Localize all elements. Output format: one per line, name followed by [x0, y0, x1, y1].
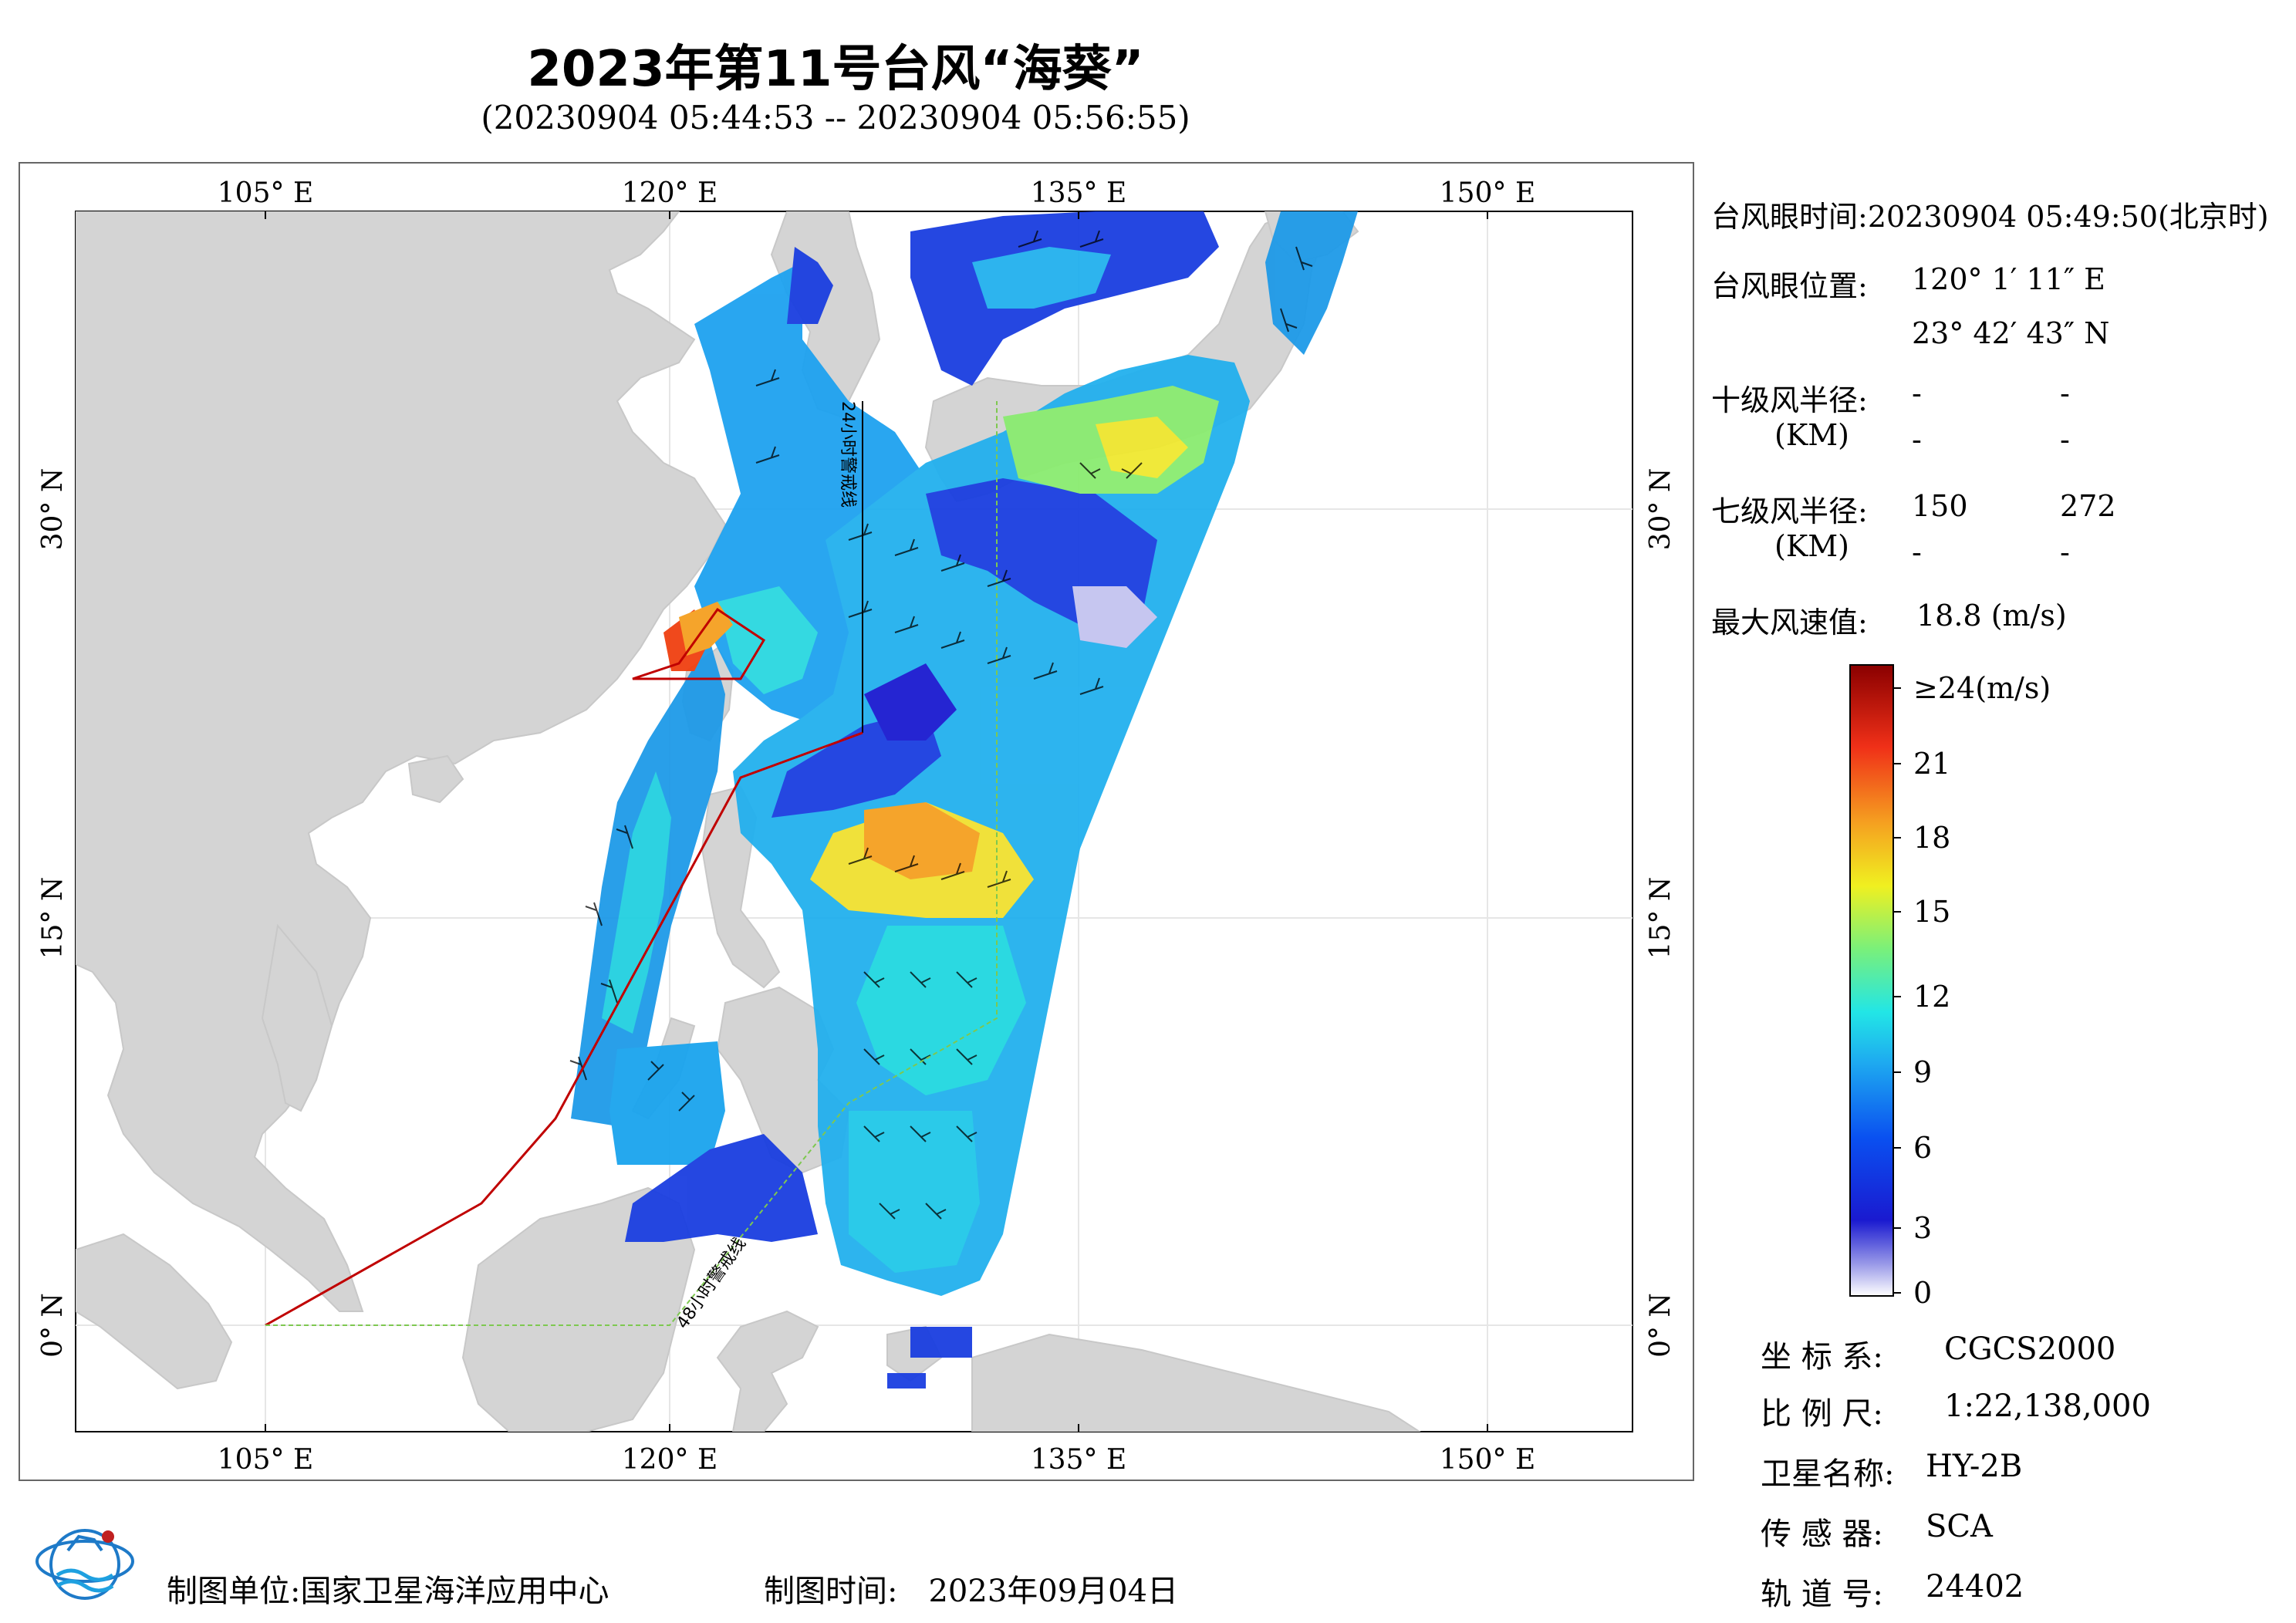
- producer-value: 国家卫星海洋应用中心: [300, 1574, 609, 1609]
- r7-value: 272: [2060, 489, 2116, 523]
- eye-position-label: 台风眼位置:: [1711, 269, 1868, 303]
- crs-label: 坐 标 系:: [1761, 1339, 1883, 1375]
- lat-label-left: 15° N: [37, 877, 69, 960]
- sensor-value: SCA: [1926, 1509, 1993, 1544]
- nsoas-logo-icon: [35, 1529, 134, 1600]
- colorbar-ticks: [1893, 687, 1901, 1294]
- scale-value: 1:22,138,000: [1944, 1388, 2151, 1424]
- colorbar-tick: 0: [1913, 1276, 1933, 1310]
- sensor-label: 传 感 器:: [1761, 1517, 1883, 1552]
- lat-label-right: 15° N: [1645, 877, 1676, 960]
- r10-value: -: [1912, 376, 1922, 410]
- colorbar-tick: 3: [1913, 1211, 1933, 1245]
- map-frame: [19, 162, 1694, 1481]
- lat-label-right: 30° N: [1645, 468, 1676, 551]
- lon-label-bottom: 135° E: [1031, 1444, 1126, 1476]
- warning-48h-line: [265, 401, 998, 1326]
- axis-ticks: [265, 211, 1488, 1432]
- eye-time-label: 台风眼时间:: [1711, 200, 1868, 234]
- colorbar-tick: 21: [1913, 747, 1951, 781]
- r10-value: -: [1912, 423, 1922, 457]
- production-time-value: 2023年09月04日: [928, 1574, 1179, 1609]
- lon-label-bottom: 120° E: [622, 1444, 718, 1476]
- lon-label-top: 120° E: [622, 177, 718, 209]
- wind-barbs: [569, 230, 1313, 1220]
- r10-unit: (KM): [1774, 418, 1849, 452]
- lat-label-left: 0° N: [37, 1293, 69, 1358]
- satellite-value: HY-2B: [1926, 1449, 2023, 1484]
- colorbar-tick: 6: [1913, 1131, 1933, 1165]
- orbit-value: 24402: [1926, 1569, 2024, 1604]
- production-time-label: 制图时间:: [764, 1574, 898, 1609]
- satellite-label: 卫星名称:: [1761, 1456, 1895, 1492]
- r10-label: 十级风半径:: [1711, 383, 1868, 417]
- colorbar-tick: 9: [1913, 1055, 1933, 1089]
- wind-swath: [571, 211, 1358, 1388]
- r7-label: 七级风半径:: [1711, 494, 1868, 528]
- r7-value: 150: [1912, 489, 1968, 523]
- r7-unit: (KM): [1774, 529, 1849, 563]
- producer: 制图单位:国家卫星海洋应用中心: [167, 1566, 609, 1611]
- crs-value: CGCS2000: [1944, 1331, 2116, 1367]
- eye-time-value: 20230904 05:49:50(北京时): [1867, 200, 2269, 234]
- warning-lines: [265, 401, 998, 1327]
- lon-label-top: 150° E: [1440, 177, 1535, 209]
- orbit-label: 轨 道 号:: [1761, 1577, 1883, 1612]
- eye-time: 台风眼时间:20230904 05:49:50(北京时): [1711, 193, 2269, 235]
- r7-value: -: [2060, 535, 2070, 569]
- warning-24h-label: 24小时警戒线: [838, 401, 857, 508]
- r7-value: -: [1912, 535, 1922, 569]
- production-time: 制图时间: 2023年09月04日: [764, 1566, 1178, 1611]
- typhoon-wind-circle: [632, 607, 766, 680]
- lat-label-right: 0° N: [1645, 1293, 1676, 1358]
- eye-lon: 120° 1′ 11″ E: [1912, 262, 2105, 296]
- max-wind-label: 最大风速值:: [1711, 606, 1868, 639]
- r10-value: -: [2060, 423, 2070, 457]
- colorbar-tick: ≥24(m/s): [1913, 671, 2051, 705]
- lon-label-bottom: 105° E: [218, 1444, 313, 1476]
- max-wind-value: 18.8 (m/s): [1916, 599, 2067, 633]
- warning-24h-line: [265, 731, 863, 1327]
- map-title: 2023年第11号台风“海葵”: [527, 41, 1144, 98]
- scale-label: 比 例 尺:: [1761, 1396, 1883, 1432]
- eye-lat: 23° 42′ 43″ N: [1912, 316, 2110, 350]
- lon-label-top: 105° E: [218, 177, 313, 209]
- map-subtitle: (20230904 05:44:53 -- 20230904 05:56:55): [481, 99, 1190, 137]
- lat-label-left: 30° N: [37, 468, 69, 551]
- colorbar-tick: 18: [1913, 821, 1951, 855]
- colorbar-tick: 15: [1913, 895, 1951, 929]
- lon-label-top: 135° E: [1031, 177, 1126, 209]
- r10-value: -: [2060, 376, 2070, 410]
- producer-label: 制图单位:: [167, 1574, 301, 1609]
- colorbar-tick: 12: [1913, 980, 1951, 1014]
- lon-label-bottom: 150° E: [1440, 1444, 1535, 1476]
- colorbar: [1849, 664, 1894, 1297]
